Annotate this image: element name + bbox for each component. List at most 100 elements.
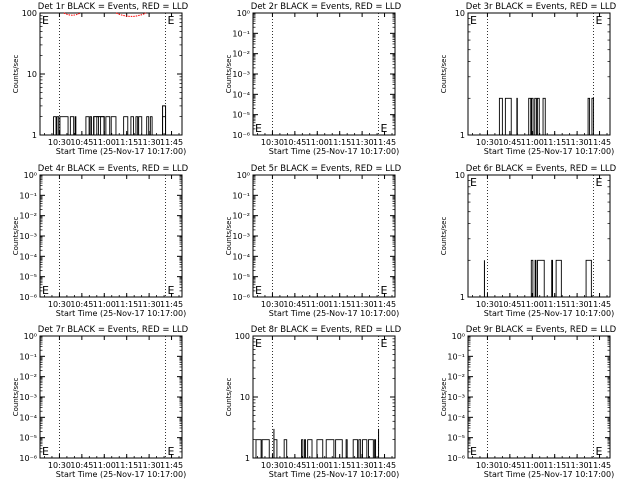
- x-axis-label: Start Time (25-Nov-17 10:17:00): [56, 470, 186, 479]
- x-tick-label: 10:30: [261, 300, 284, 309]
- y-tick-label: 10⁻⁶: [19, 293, 37, 302]
- x-tick-label: 11:30: [351, 461, 374, 470]
- y-axis-label: Counts/sec: [225, 378, 233, 417]
- events-histogram: [498, 97, 503, 135]
- event-marker-e: E: [168, 14, 175, 27]
- y-axis-label: Counts/sec: [440, 217, 448, 256]
- y-tick-label: 10⁻¹: [19, 191, 37, 200]
- y-tick-label: 10⁻³: [19, 232, 37, 241]
- events-histogram: [529, 259, 545, 298]
- event-marker-e: E: [42, 445, 49, 458]
- x-tick-label: 11:15: [115, 461, 138, 470]
- events-step: [162, 105, 167, 135]
- x-tick-label: 11:45: [160, 300, 183, 309]
- event-marker-e: E: [381, 122, 388, 135]
- y-tick-label: 100: [235, 332, 250, 341]
- y-tick-label: 10⁻¹: [232, 29, 250, 38]
- y-tick-label: 10⁻⁶: [232, 131, 250, 140]
- event-marker-e: E: [255, 337, 262, 350]
- y-tick-label: 10⁻⁴: [19, 252, 37, 261]
- y-tick-label: 10⁰: [24, 171, 37, 180]
- y-tick-label: 10⁻³: [447, 393, 465, 402]
- y-tick-label: 10⁰: [24, 332, 37, 341]
- event-marker-e: E: [596, 14, 603, 27]
- panel-title: Det 3r BLACK = Events, RED = LLD: [466, 2, 617, 12]
- x-tick-label: 10:30: [48, 138, 71, 147]
- x-tick-label: 10:30: [261, 138, 284, 147]
- y-tick-label: 10⁻⁴: [447, 413, 465, 422]
- events-histogram: [84, 116, 95, 136]
- y-tick-label: 1: [245, 454, 250, 463]
- y-axis-label: Counts/sec: [12, 217, 20, 256]
- series-lld: [63, 12, 147, 17]
- panel-title: Det 2r BLACK = Events, RED = LLD: [251, 2, 402, 12]
- x-tick-label: 11:45: [588, 300, 611, 309]
- x-tick-label: 10:45: [498, 300, 521, 309]
- y-tick-label: 10⁰: [452, 332, 465, 341]
- series-events: [255, 428, 380, 459]
- y-axis-label: Counts/sec: [225, 55, 233, 94]
- events-histogram: [294, 439, 377, 459]
- x-tick-label: 11:45: [588, 461, 611, 470]
- y-tick-label: 10: [240, 393, 250, 402]
- event-marker-e: E: [596, 445, 603, 458]
- x-tick-label: 11:00: [93, 138, 116, 147]
- y-tick-label: 10: [455, 9, 465, 18]
- y-tick-label: 10⁻¹: [447, 352, 465, 361]
- y-tick-label: 100: [22, 9, 37, 18]
- plot-frame: [467, 335, 611, 459]
- plot-frame: [39, 174, 183, 298]
- y-axis-label: Counts/sec: [440, 378, 448, 417]
- x-tick-label: 11:00: [306, 138, 329, 147]
- x-tick-label: 11:30: [138, 138, 161, 147]
- events-histogram: [51, 116, 77, 136]
- event-marker-e: E: [381, 337, 388, 350]
- events-histogram: [96, 116, 153, 136]
- series-events: [51, 105, 167, 136]
- panel-title: Det 6r BLACK = Events, RED = LLD: [466, 164, 617, 174]
- y-tick-label: 1: [460, 293, 465, 302]
- y-tick-label: 10⁻³: [19, 393, 37, 402]
- x-tick-label: 10:30: [261, 461, 284, 470]
- y-axis-label: Counts/sec: [12, 55, 20, 94]
- panel-title: Det 4r BLACK = Events, RED = LLD: [38, 164, 189, 174]
- plot-frame: [39, 335, 183, 459]
- x-axis-label: Start Time (25-Nov-17 10:17:00): [484, 470, 614, 479]
- x-tick-label: 10:45: [70, 138, 93, 147]
- y-tick-label: 10⁻³: [232, 70, 250, 79]
- panel-det-9: Det 9r BLACK = Events, RED = LLD 10:30 10:…: [440, 325, 617, 479]
- events-histogram: [504, 97, 518, 136]
- x-axis-label: Start Time (25-Nov-17 10:17:00): [269, 470, 399, 479]
- y-tick-label: 10: [455, 171, 465, 180]
- x-axis-label: Start Time (25-Nov-17 10:17:00): [269, 147, 399, 156]
- x-tick-label: 11:00: [306, 300, 329, 309]
- y-tick-label: 10⁻²: [232, 50, 250, 59]
- y-axis-label: Counts/sec: [12, 378, 20, 417]
- y-tick-label: 10⁻⁶: [232, 293, 250, 302]
- x-tick-label: 11:45: [373, 300, 396, 309]
- x-tick-label: 10:45: [283, 461, 306, 470]
- x-tick-label: 11:30: [138, 300, 161, 309]
- y-tick-label: 1: [460, 131, 465, 140]
- x-tick-label: 10:45: [70, 461, 93, 470]
- y-axis-label: Counts/sec: [440, 55, 448, 94]
- x-tick-label: 11:45: [373, 138, 396, 147]
- y-tick-label: 10⁰: [237, 9, 250, 18]
- x-tick-label: 11:00: [521, 300, 544, 309]
- events-histogram: [551, 259, 563, 298]
- y-axis-label: Counts/sec: [225, 217, 233, 256]
- lld-arc: [63, 12, 81, 16]
- y-tick-label: 10⁻¹: [232, 191, 250, 200]
- events-histogram: [585, 259, 594, 298]
- x-tick-label: 11:15: [328, 461, 351, 470]
- x-tick-label: 11:30: [351, 300, 374, 309]
- y-tick-label: 10⁻²: [19, 212, 37, 221]
- x-tick-label: 11:00: [93, 461, 116, 470]
- x-tick-label: 11:45: [160, 461, 183, 470]
- event-marker-e: E: [255, 284, 262, 297]
- x-axis-label: Start Time (25-Nov-17 10:17:00): [269, 309, 399, 318]
- events-histogram: [527, 97, 549, 136]
- y-tick-label: 10⁻⁵: [19, 434, 37, 443]
- x-tick-label: 11:15: [543, 300, 566, 309]
